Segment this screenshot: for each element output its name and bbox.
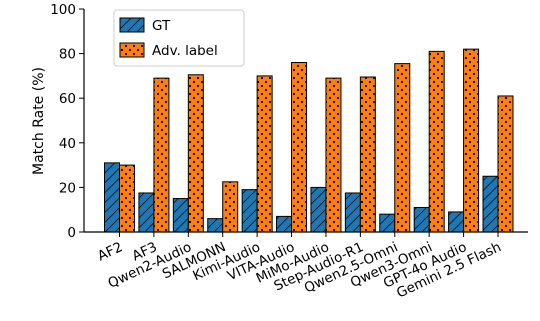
y-tick-labels: 0 20 40 60 80 100 xyxy=(50,2,76,241)
bar-adv-qwen2-audio xyxy=(187,74,204,233)
bar-adv-salmonn xyxy=(222,181,239,233)
bar-gt-vita-audio xyxy=(276,215,293,233)
bar-adv-vita-audio xyxy=(291,62,308,233)
legend: GT Adv. label xyxy=(113,9,245,67)
bar-gt-kimi-audio xyxy=(241,189,258,233)
y-tick-label: 20 xyxy=(59,180,76,196)
x-tick-labels: AF2 AF3Qwen2-AudioSALMONNKimi-AudioVITA-A… xyxy=(95,239,503,301)
y-tick-label: 80 xyxy=(59,47,76,63)
legend-swatch-adv xyxy=(119,42,145,58)
legend-swatch-gt xyxy=(119,17,145,33)
legend-label-adv: Adv. label xyxy=(152,43,218,59)
bar-gt-gpt-4o-audio xyxy=(448,211,465,233)
bar-gt-gemini-2-5-flash xyxy=(482,175,499,233)
bar-adv-mimo-audio xyxy=(325,77,342,233)
bar-adv-kimi-audio xyxy=(256,75,273,233)
bar-adv-af3 xyxy=(153,77,170,233)
legend-label-gt: GT xyxy=(152,18,171,34)
bars-layer xyxy=(104,48,514,233)
x-tick-label: AF2 xyxy=(95,239,125,264)
bar-adv-step-audio-r1 xyxy=(359,76,376,233)
bar-gt-af3 xyxy=(138,192,155,233)
bar-gt-qwen2-5-omni xyxy=(379,213,396,233)
bar-gt-step-audio-r1 xyxy=(344,192,361,233)
bar-adv-gemini-2-5-flash xyxy=(497,95,514,233)
y-tick-label: 0 xyxy=(67,225,76,241)
bar-gt-qwen3-omni xyxy=(413,206,430,233)
y-tick-label: 40 xyxy=(59,136,76,152)
bar-gt-salmonn xyxy=(207,218,224,233)
bar-gt-qwen2-audio xyxy=(172,198,189,233)
bar-gt-mimo-audio xyxy=(310,186,327,233)
axes-layer xyxy=(79,8,528,237)
y-tick-label: 100 xyxy=(50,2,76,18)
legend-frame xyxy=(113,9,245,67)
y-axis-title: Match Rate (%) xyxy=(31,67,47,175)
bar-adv-af2 xyxy=(119,164,135,233)
bar-gt-af2 xyxy=(104,162,120,233)
bar-adv-gpt-4o-audio xyxy=(463,48,480,233)
y-tick-label: 60 xyxy=(59,91,76,107)
bar-adv-qwen3-omni xyxy=(428,50,445,233)
bar-adv-qwen2-5-omni xyxy=(394,63,411,233)
